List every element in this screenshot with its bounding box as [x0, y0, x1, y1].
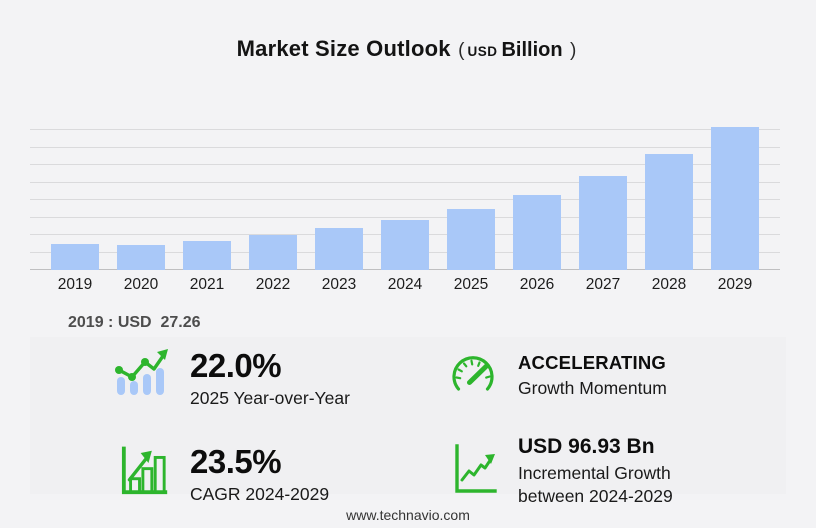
yoy-label: 2025 Year-over-Year: [190, 388, 350, 409]
title-paren-open: (: [458, 40, 465, 61]
x-tick-label: 2023: [321, 276, 357, 293]
title-main: Market Size Outlook: [236, 36, 451, 61]
incremental-value: USD 96.93 Bn: [518, 435, 655, 458]
page-title: Market Size Outlook (USD Billion ): [0, 36, 816, 62]
bar-2022: [249, 235, 297, 270]
chart-bars: [30, 112, 780, 270]
bar-2023: [315, 228, 363, 270]
bar-2026: [513, 195, 561, 270]
x-tick-label: 2028: [651, 276, 687, 293]
cagr-value: 23.5%: [190, 443, 282, 480]
stat-cagr: 23.5% CAGR 2024-2029: [118, 443, 330, 506]
cagr-label: CAGR 2024-2029: [190, 484, 330, 505]
title-currency: USD: [467, 44, 498, 59]
x-tick-label: 2024: [387, 276, 423, 293]
gridline: [30, 216, 780, 218]
bar-2027: [579, 176, 627, 270]
incremental-growth-icon: [450, 442, 498, 501]
x-tick-label: 2021: [189, 276, 225, 293]
yoy-value: 22.0%: [190, 347, 282, 384]
x-axis-labels: 2019 2020 2021 2022 2023 2024 2025 2026 2027 2028…: [30, 276, 780, 294]
momentum-label: Growth Momentum: [518, 378, 667, 399]
bar-2028: [645, 154, 693, 270]
gridline: [30, 199, 780, 200]
stat-incremental: USD 96.93 Bn Incremental Growth between …: [450, 434, 673, 507]
title-unit: Billion: [501, 39, 563, 61]
x-tick-label: 2022: [255, 276, 291, 293]
gridline: [30, 181, 780, 183]
title-paren-close: ): [570, 40, 577, 61]
bar-growth-icon: [118, 444, 170, 505]
gridline: [30, 164, 780, 165]
x-tick-label: 2019: [57, 276, 93, 293]
bar-2021: [183, 241, 231, 270]
x-tick-label: 2026: [519, 276, 555, 293]
base-year-value: 2019 : USD 27.26: [68, 314, 201, 331]
incremental-label: Incremental Growth between 2024-2029: [518, 462, 673, 507]
stat-momentum: ACCELERATING Growth Momentum: [448, 352, 667, 401]
bar-2025: [447, 209, 495, 270]
stat-yoy: 22.0% 2025 Year-over-Year: [112, 347, 350, 410]
bar-2024: [381, 220, 429, 270]
incremental-label-line1: Incremental Growth: [518, 463, 671, 484]
x-tick-label: 2020: [123, 276, 159, 293]
x-tick-label: 2027: [585, 276, 621, 293]
bar-2019: [51, 244, 99, 270]
bar-chart: [30, 112, 780, 270]
gridline: [30, 146, 780, 148]
x-tick-label: 2025: [453, 276, 489, 293]
trend-bars-icon: [112, 348, 170, 403]
incremental-label-line2: between 2024-2029: [518, 485, 673, 506]
speedometer-icon: [448, 352, 498, 401]
bar-2020: [117, 245, 165, 270]
website-link[interactable]: www.technavio.com: [346, 507, 470, 523]
x-tick-label: 2029: [717, 276, 753, 293]
bar-2029: [711, 127, 759, 270]
momentum-value: ACCELERATING: [518, 352, 666, 373]
gridline: [30, 129, 780, 130]
